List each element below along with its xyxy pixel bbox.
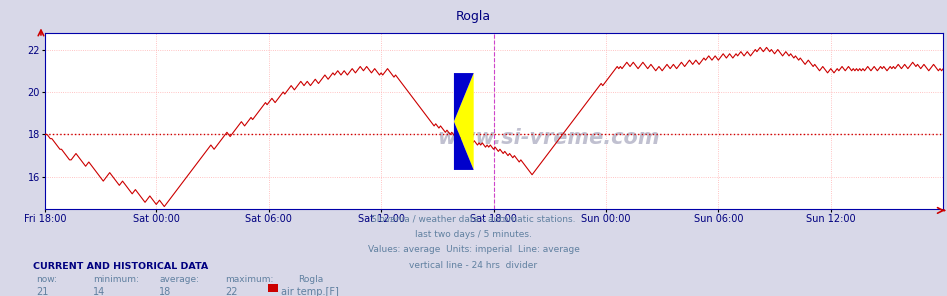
Text: vertical line - 24 hrs  divider: vertical line - 24 hrs divider — [409, 261, 538, 270]
Text: www.si-vreme.com: www.si-vreme.com — [437, 128, 659, 148]
Text: 21: 21 — [36, 287, 48, 296]
Polygon shape — [454, 121, 474, 170]
Text: Rogla: Rogla — [298, 275, 324, 284]
Text: last two days / 5 minutes.: last two days / 5 minutes. — [415, 230, 532, 239]
Polygon shape — [454, 73, 474, 121]
Text: 18: 18 — [159, 287, 171, 296]
Text: minimum:: minimum: — [93, 275, 138, 284]
Text: Values: average  Units: imperial  Line: average: Values: average Units: imperial Line: av… — [367, 245, 580, 254]
Polygon shape — [454, 73, 474, 170]
Text: air temp.[F]: air temp.[F] — [281, 287, 339, 296]
Text: Rogla: Rogla — [456, 10, 491, 23]
Text: now:: now: — [36, 275, 57, 284]
Text: CURRENT AND HISTORICAL DATA: CURRENT AND HISTORICAL DATA — [33, 262, 208, 271]
Text: average:: average: — [159, 275, 199, 284]
Text: 22: 22 — [225, 287, 238, 296]
Text: 14: 14 — [93, 287, 105, 296]
Text: Slovenia / weather data - automatic stations.: Slovenia / weather data - automatic stat… — [371, 215, 576, 223]
Text: maximum:: maximum: — [225, 275, 274, 284]
